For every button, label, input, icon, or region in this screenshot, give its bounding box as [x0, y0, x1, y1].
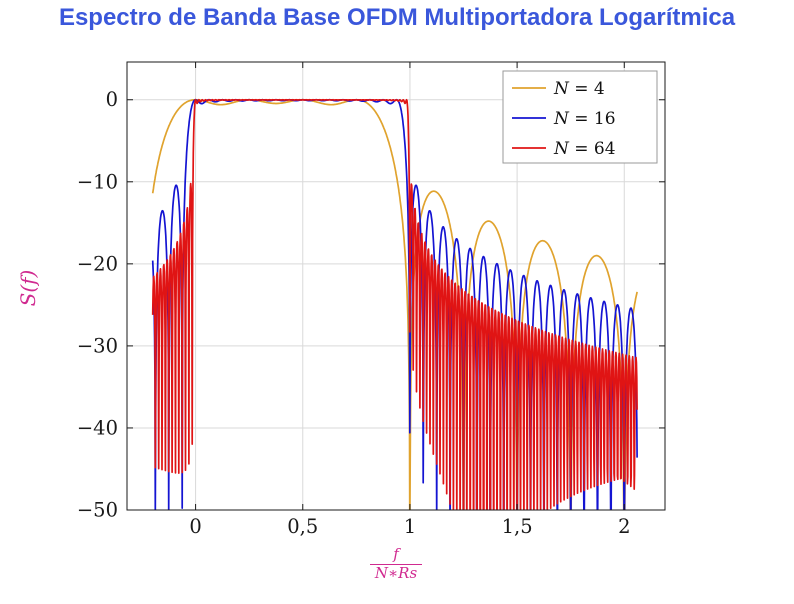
x-axis-fraction-numerator: f: [393, 545, 399, 563]
x-tick-label: 0: [189, 515, 201, 538]
x-axis-fraction-denominator: N∗Rs: [369, 563, 423, 582]
tick-marks: [127, 62, 665, 511]
legend-label-N16: N = 16: [553, 109, 616, 129]
y-tick-label: −20: [77, 252, 118, 275]
y-tick-label: −40: [77, 416, 118, 439]
legend-box: [502, 70, 658, 164]
plot-frame: [126, 61, 666, 511]
x-axis-fraction: f N∗Rs: [369, 545, 423, 582]
legend: N = 4 N = 16 N = 64: [502, 70, 658, 164]
x-tick-label: 0,5: [287, 515, 318, 538]
series-line-N4: [151, 98, 638, 510]
chart-title: Espectro de Banda Base OFDM Multiportado…: [58, 4, 736, 31]
x-axis-label: f N∗Rs: [336, 545, 456, 582]
y-tick-label: 0: [106, 88, 118, 111]
series-line-N64: [151, 98, 638, 510]
y-tick-label: −50: [77, 499, 118, 522]
y-tick-label: −30: [77, 334, 118, 357]
legend-label-N64: N = 64: [553, 139, 616, 159]
x-tick-label: 1,5: [502, 515, 533, 538]
y-axis-label-text: S(f): [16, 269, 40, 307]
y-axis-label: S(f): [16, 246, 40, 330]
series-curves: [151, 98, 638, 510]
x-tick-label: 2: [618, 515, 630, 538]
x-tick-label: 1: [404, 515, 416, 538]
legend-label-N4: N = 4: [553, 79, 605, 99]
y-tick-label: −10: [77, 170, 118, 193]
